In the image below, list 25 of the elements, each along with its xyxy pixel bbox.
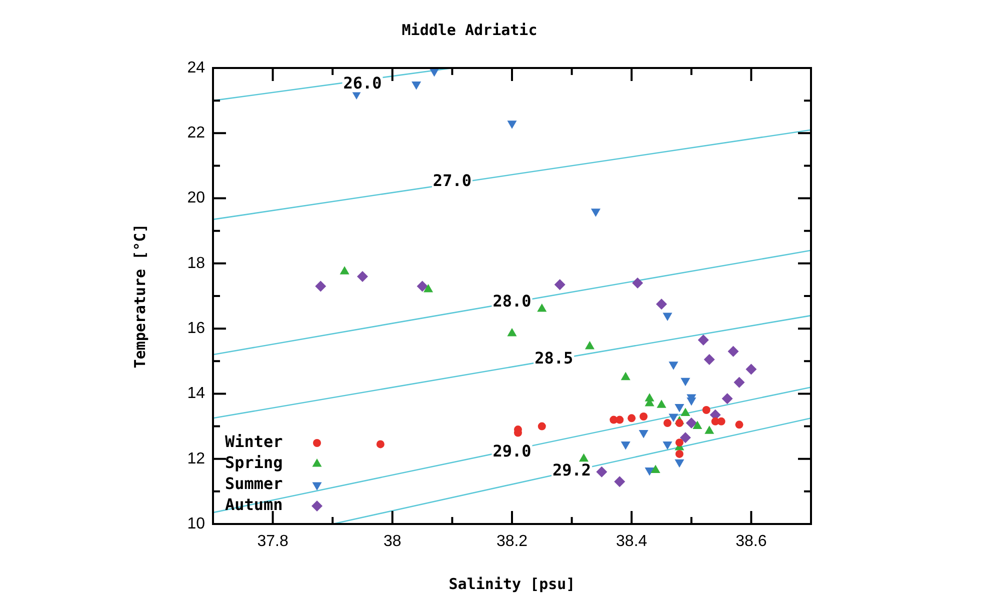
x-tick-label: 38.2 bbox=[496, 533, 528, 550]
y-tick-label: 12 bbox=[187, 450, 206, 468]
x-tick-label: 38.4 bbox=[616, 533, 648, 550]
x-axis-title: Salinity [psu] bbox=[448, 574, 576, 593]
x-tick-label: 37.8 bbox=[257, 533, 288, 550]
annotation: 26.0 bbox=[343, 73, 382, 92]
x-tick-label: 38 bbox=[384, 533, 402, 550]
y-tick-label: 22 bbox=[187, 124, 206, 142]
annotation: 28.0 bbox=[492, 292, 532, 311]
y-axis-title: Temperature [°C] bbox=[130, 224, 149, 368]
annotation: 27.0 bbox=[432, 171, 472, 190]
x-tick-label: 38.6 bbox=[736, 533, 767, 550]
legend-label: Summer bbox=[225, 474, 283, 494]
legend-label: Winter bbox=[225, 432, 283, 452]
annotation: 28.5 bbox=[534, 348, 574, 368]
y-tick-label: 14 bbox=[187, 385, 206, 402]
legend-label: Spring bbox=[225, 453, 283, 472]
y-tick-label: 16 bbox=[187, 320, 206, 337]
y-tick-label: 20 bbox=[187, 190, 206, 207]
chart-title: Middle Adriatic bbox=[402, 20, 538, 39]
y-tick-label: 18 bbox=[187, 254, 206, 272]
annotation: 29.0 bbox=[492, 442, 532, 460]
y-tick-label: 10 bbox=[187, 515, 206, 532]
y-tick-label: 24 bbox=[187, 59, 206, 76]
annotation: 29.2 bbox=[552, 460, 592, 480]
